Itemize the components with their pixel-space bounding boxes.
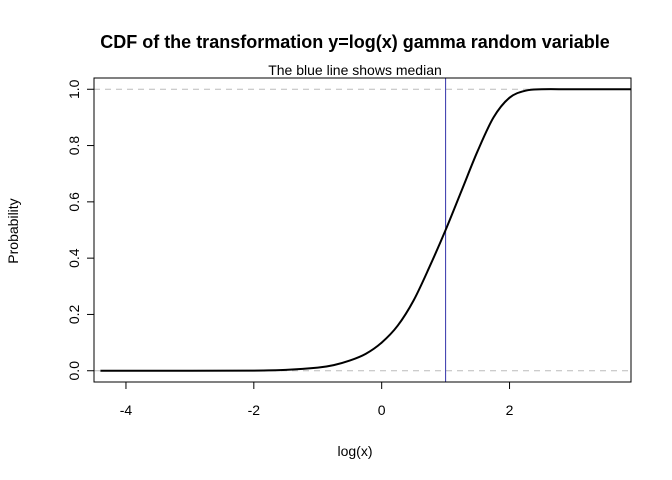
x-tick-label: 0 (378, 402, 386, 418)
x-axis-label: log(x) (337, 443, 372, 459)
y-tick-label: 0.4 (66, 248, 82, 268)
y-tick-label: 1.0 (66, 79, 82, 99)
y-tick-label: 0.2 (66, 305, 82, 325)
series-layer (100, 88, 631, 372)
chart-title: CDF of the transformation y=log(x) gamma… (100, 32, 610, 52)
y-tick-label: 0.8 (66, 136, 82, 156)
chart-subtitle: The blue line shows median (268, 62, 442, 78)
cdf-curve (100, 88, 631, 372)
y-axis-label: Probability (5, 198, 21, 263)
x-axis: -4 -2 0 2 (120, 381, 514, 418)
reference-lines (94, 78, 631, 382)
y-axis: 0.0 0.2 0.4 0.6 0.8 1.0 (66, 79, 95, 381)
x-tick-label: 2 (506, 402, 514, 418)
x-tick-label: -4 (120, 402, 133, 418)
y-tick-label: 0.6 (66, 192, 82, 212)
x-tick-label: -2 (248, 402, 261, 418)
y-tick-label: 0.0 (66, 361, 82, 381)
plot-frame (93, 77, 632, 383)
